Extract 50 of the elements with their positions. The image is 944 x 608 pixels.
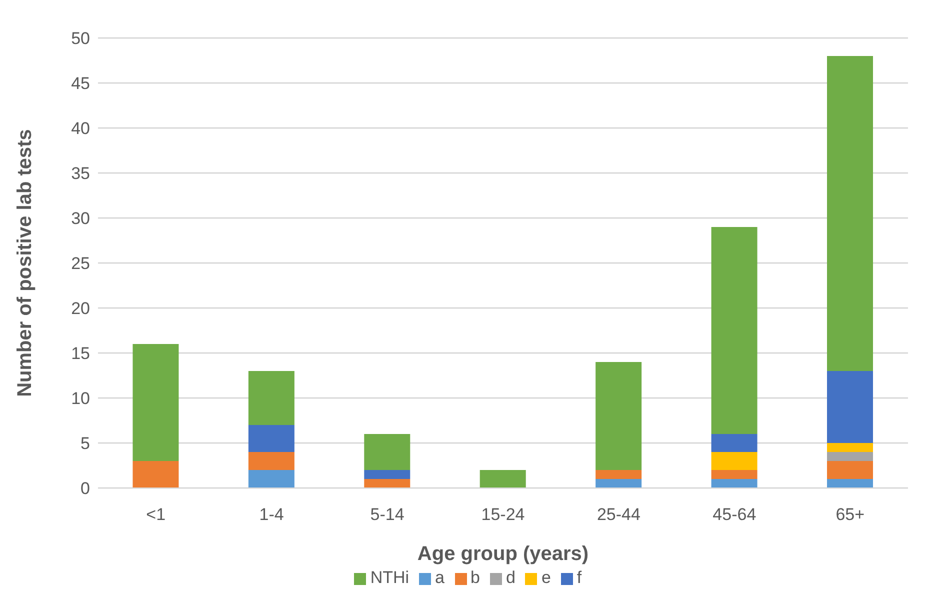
bar — [711, 452, 758, 470]
legend-label: d — [506, 568, 516, 587]
bar — [827, 443, 873, 452]
bar — [827, 461, 873, 479]
bar — [248, 371, 294, 425]
bar — [596, 362, 642, 470]
legend-label: b — [470, 568, 480, 587]
legend-label: f — [576, 568, 582, 587]
bar — [248, 470, 294, 488]
y-tick-label: 40 — [71, 119, 90, 138]
bar — [711, 434, 758, 452]
legend-label: NTHi — [370, 568, 410, 587]
x-tick-label: 65+ — [836, 505, 865, 524]
x-tick-label: 1-4 — [259, 505, 284, 524]
bar — [711, 470, 758, 479]
x-axis-title: Age group (years) — [417, 543, 589, 565]
bar — [596, 470, 642, 479]
x-tick-label: 5-14 — [370, 505, 404, 524]
y-tick-label: 45 — [71, 74, 90, 94]
bar — [248, 452, 294, 470]
bar — [827, 371, 873, 443]
bar — [711, 227, 758, 434]
y-tick-label: 10 — [71, 389, 90, 408]
bar — [364, 434, 410, 470]
legend-label: e — [541, 568, 551, 587]
bar — [132, 344, 179, 461]
y-tick-label: 25 — [71, 254, 90, 274]
y-tick-label: 20 — [71, 299, 90, 318]
bar — [364, 479, 410, 488]
x-tick-label: 25-44 — [596, 505, 640, 524]
bar — [827, 56, 873, 371]
x-tick-label: 15-24 — [481, 505, 525, 524]
bar — [711, 479, 758, 488]
bar — [248, 425, 294, 452]
bar — [480, 470, 526, 488]
y-tick-label: 5 — [80, 434, 90, 454]
y-tick-label: 50 — [71, 29, 90, 48]
y-tick-label: 0 — [80, 479, 90, 498]
bar — [827, 479, 873, 488]
x-tick-label: <1 — [146, 505, 166, 524]
y-tick-label: 15 — [71, 344, 90, 364]
legend-label: a — [435, 568, 445, 587]
y-tick-label: 30 — [71, 209, 90, 228]
y-tick-label: 35 — [71, 164, 90, 184]
bar — [596, 479, 642, 488]
bar — [132, 461, 179, 488]
bar — [364, 470, 410, 479]
bar — [827, 452, 873, 461]
x-tick-label: 45-64 — [712, 505, 756, 524]
y-axis-title: Number of positive lab tests — [14, 129, 36, 397]
